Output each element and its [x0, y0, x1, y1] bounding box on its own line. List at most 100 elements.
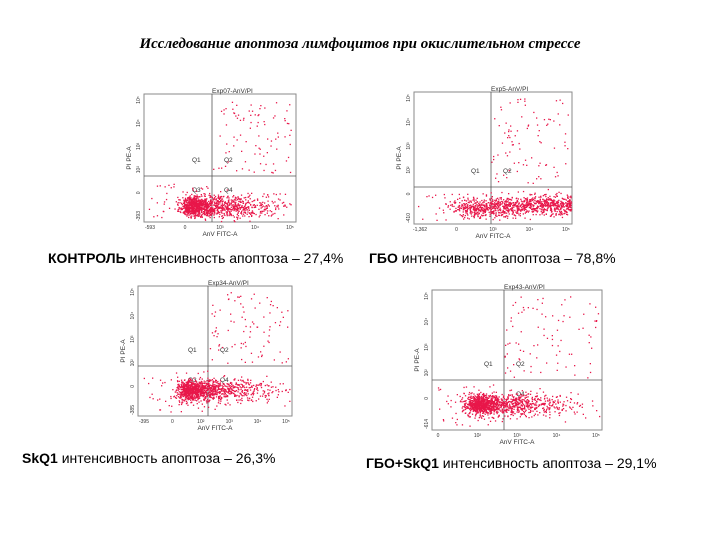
data-point: [267, 389, 269, 391]
data-point: [204, 195, 206, 197]
data-point: [508, 169, 510, 172]
data-point: [497, 411, 499, 413]
data-point: [473, 200, 475, 202]
data-point: [505, 200, 507, 202]
data-point: [184, 211, 186, 213]
data-point: [258, 114, 260, 116]
data-point: [224, 208, 226, 210]
data-point: [530, 409, 532, 411]
data-point: [218, 397, 221, 400]
data-point: [254, 205, 256, 207]
data-point: [277, 394, 279, 396]
data-point: [476, 410, 478, 412]
data-point: [488, 406, 490, 408]
data-point: [249, 220, 251, 222]
data-point: [237, 391, 239, 393]
data-point: [210, 393, 213, 395]
data-point: [212, 199, 215, 201]
data-point: [477, 411, 479, 413]
data-point: [487, 209, 489, 211]
data-point: [520, 205, 522, 207]
data-point: [267, 200, 269, 202]
data-point: [549, 209, 552, 211]
data-point: [152, 377, 154, 379]
data-point: [556, 206, 558, 209]
data-point: [533, 399, 535, 401]
data-point: [565, 404, 567, 407]
data-point: [492, 406, 495, 408]
data-point: [519, 98, 522, 100]
data-point: [221, 167, 223, 169]
data-point: [484, 396, 487, 399]
data-point: [209, 208, 211, 210]
data-point: [493, 401, 495, 403]
data-point: [219, 396, 221, 398]
data-point: [289, 388, 291, 391]
data-point: [545, 205, 547, 207]
data-point: [569, 199, 571, 201]
data-point: [264, 107, 266, 109]
data-point: [191, 384, 193, 386]
data-point: [205, 212, 207, 215]
data-point: [481, 415, 483, 417]
data-point: [516, 398, 518, 400]
data-point: [550, 199, 552, 201]
data-point: [197, 407, 200, 409]
data-point: [567, 200, 570, 202]
data-point: [153, 216, 155, 218]
data-point: [231, 385, 233, 388]
data-point: [226, 395, 229, 397]
data-point: [205, 390, 207, 392]
data-point: [510, 125, 512, 127]
data-point: [517, 191, 519, 193]
data-point: [507, 200, 509, 202]
data-point: [211, 393, 214, 395]
data-point: [458, 209, 460, 211]
data-point: [532, 406, 534, 408]
data-point: [565, 163, 567, 165]
data-point: [238, 200, 240, 203]
data-point: [477, 208, 479, 210]
page-title: Исследование апоптоза лимфоцитов при оки…: [139, 36, 581, 52]
data-point: [599, 415, 601, 418]
data-point: [547, 207, 549, 209]
data-point: [228, 208, 231, 210]
data-point: [206, 198, 208, 200]
data-point: [473, 400, 475, 402]
data-point: [512, 396, 515, 399]
data-point: [214, 195, 217, 198]
data-point: [217, 380, 219, 383]
data-point: [481, 403, 483, 405]
data-point: [190, 382, 193, 384]
data-point: [226, 206, 228, 208]
data-point: [483, 397, 485, 399]
data-point: [487, 402, 489, 405]
data-point: [184, 197, 187, 199]
data-point: [185, 201, 187, 203]
data-point: [512, 211, 514, 213]
data-point: [486, 412, 489, 414]
data-point: [191, 213, 193, 215]
data-point: [165, 400, 167, 402]
data-point: [237, 211, 239, 213]
data-point: [465, 206, 467, 208]
data-point: [171, 405, 173, 407]
data-point: [478, 410, 480, 412]
data-point: [201, 385, 204, 388]
data-point: [189, 200, 191, 202]
data-point: [503, 205, 505, 207]
data-point: [525, 203, 527, 205]
data-point: [227, 329, 229, 332]
data-point: [549, 404, 551, 407]
data-point: [495, 407, 498, 409]
data-point: [220, 400, 222, 402]
data-point: [550, 405, 552, 407]
data-point: [514, 135, 516, 137]
data-point: [515, 400, 518, 402]
caption-text: интенсивность апоптоза – 78,8%: [401, 250, 616, 266]
data-point: [544, 400, 547, 402]
data-point: [543, 208, 545, 210]
data-point: [224, 392, 226, 394]
data-point: [542, 203, 544, 206]
